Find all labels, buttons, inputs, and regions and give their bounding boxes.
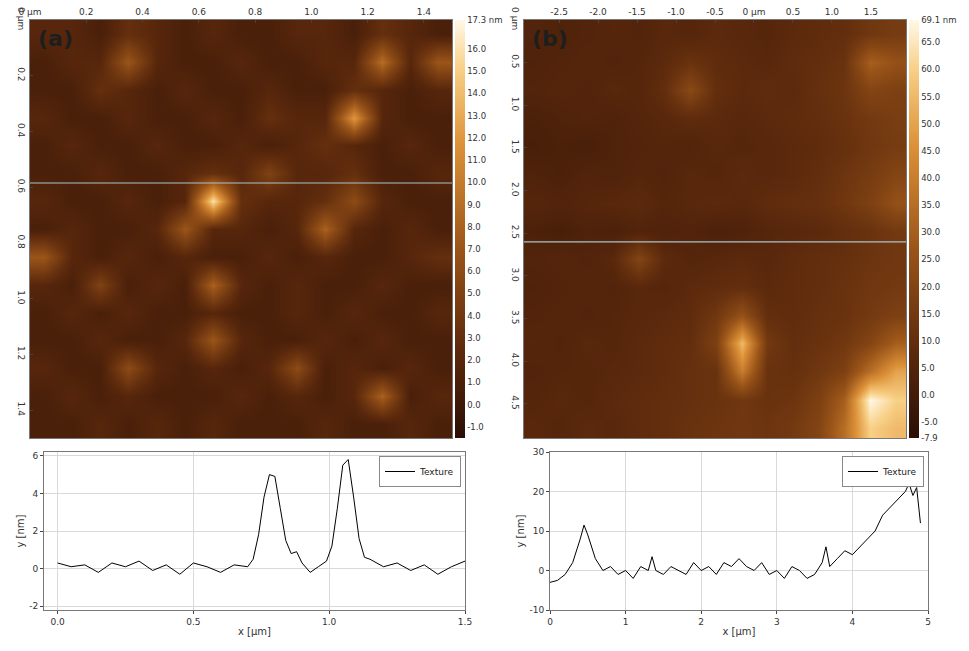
svg-text:4: 4 — [32, 489, 38, 499]
svg-text:17.3 nm: 17.3 nm — [467, 15, 502, 25]
svg-text:-2.5: -2.5 — [550, 7, 568, 17]
svg-text:0.8: 0.8 — [16, 234, 26, 249]
svg-text:0.8: 0.8 — [248, 7, 263, 17]
svg-text:20: 20 — [533, 487, 545, 497]
svg-text:5: 5 — [925, 617, 931, 627]
svg-text:35.0: 35.0 — [921, 200, 940, 210]
svg-text:0.6: 0.6 — [16, 179, 26, 194]
svg-text:4.0: 4.0 — [510, 353, 520, 368]
svg-text:15.0: 15.0 — [921, 309, 940, 319]
svg-text:3.0: 3.0 — [467, 333, 481, 343]
svg-text:9.0: 9.0 — [467, 200, 481, 210]
svg-text:4: 4 — [850, 617, 856, 627]
svg-text:1.0: 1.0 — [467, 377, 481, 387]
svg-text:1.0: 1.0 — [16, 290, 26, 305]
svg-text:3.5: 3.5 — [510, 310, 520, 324]
svg-text:-0.5: -0.5 — [706, 7, 724, 17]
svg-text:-1.0: -1.0 — [467, 422, 484, 432]
svg-text:50.0: 50.0 — [921, 119, 940, 129]
svg-text:60.0: 60.0 — [921, 64, 940, 74]
svg-text:3: 3 — [774, 617, 780, 627]
svg-text:1.0: 1.0 — [510, 97, 520, 112]
svg-text:1.4: 1.4 — [417, 7, 432, 17]
svg-text:2.5: 2.5 — [510, 225, 520, 239]
svg-text:2: 2 — [698, 617, 704, 627]
svg-text:69.1 nm: 69.1 nm — [921, 15, 956, 25]
svg-text:4.5: 4.5 — [510, 395, 520, 409]
svg-text:0 µm: 0 µm — [18, 7, 41, 17]
svg-text:5.0: 5.0 — [921, 363, 935, 373]
svg-text:0 µm: 0 µm — [742, 7, 765, 17]
svg-text:-7.9: -7.9 — [921, 433, 938, 443]
svg-text:0.4: 0.4 — [16, 123, 26, 138]
svg-text:0 µm: 0 µm — [510, 7, 520, 30]
svg-text:1: 1 — [623, 617, 629, 627]
svg-text:8.0: 8.0 — [467, 222, 481, 232]
svg-text:2: 2 — [32, 526, 38, 536]
svg-text:1.5: 1.5 — [458, 617, 472, 627]
svg-text:65.0: 65.0 — [921, 37, 940, 47]
svg-text:1.4: 1.4 — [16, 402, 26, 417]
svg-text:0: 0 — [547, 617, 553, 627]
svg-text:0: 0 — [538, 566, 544, 576]
svg-text:0.5: 0.5 — [510, 54, 520, 68]
svg-text:-5.0: -5.0 — [921, 417, 938, 427]
svg-text:10.0: 10.0 — [467, 177, 486, 187]
svg-text:45.0: 45.0 — [921, 146, 940, 156]
svg-text:y [nm]: y [nm] — [515, 514, 526, 547]
svg-text:x [µm]: x [µm] — [722, 626, 755, 637]
svg-text:(b): (b) — [532, 26, 568, 51]
svg-text:-10: -10 — [529, 605, 544, 615]
svg-text:15.0: 15.0 — [467, 66, 486, 76]
svg-text:14.0: 14.0 — [467, 88, 486, 98]
svg-text:40.0: 40.0 — [921, 173, 940, 183]
svg-text:-2.0: -2.0 — [589, 7, 607, 17]
svg-text:5.0: 5.0 — [467, 288, 481, 298]
svg-text:-1.5: -1.5 — [628, 7, 646, 17]
svg-text:0.0: 0.0 — [921, 390, 935, 400]
svg-text:0.5: 0.5 — [786, 7, 800, 17]
svg-text:6: 6 — [32, 451, 38, 461]
svg-text:-1.0: -1.0 — [667, 7, 685, 17]
svg-text:1.0: 1.0 — [322, 617, 337, 627]
svg-text:0.5: 0.5 — [186, 617, 200, 627]
svg-text:1.2: 1.2 — [360, 7, 374, 17]
svg-text:0 µm: 0 µm — [16, 7, 26, 30]
svg-text:0.4: 0.4 — [135, 7, 150, 17]
svg-text:10: 10 — [533, 526, 545, 536]
svg-text:1.5: 1.5 — [864, 7, 878, 17]
svg-text:12.0: 12.0 — [467, 133, 486, 143]
svg-text:4.0: 4.0 — [467, 311, 481, 321]
svg-text:Texture: Texture — [882, 467, 916, 477]
svg-text:55.0: 55.0 — [921, 92, 940, 102]
svg-text:-2: -2 — [29, 601, 38, 611]
svg-text:y [nm]: y [nm] — [15, 514, 26, 547]
svg-text:3.0: 3.0 — [510, 267, 520, 282]
svg-text:0.2: 0.2 — [79, 7, 93, 17]
svg-text:1.0: 1.0 — [304, 7, 319, 17]
svg-text:30: 30 — [533, 447, 545, 457]
svg-text:16.0: 16.0 — [467, 44, 486, 54]
svg-text:2.0: 2.0 — [467, 355, 481, 365]
svg-text:x [µm]: x [µm] — [238, 626, 271, 637]
svg-text:11.0: 11.0 — [467, 155, 486, 165]
svg-text:6.0: 6.0 — [467, 266, 481, 276]
svg-text:1.2: 1.2 — [16, 346, 26, 360]
svg-text:1.0: 1.0 — [825, 7, 840, 17]
svg-text:0.2: 0.2 — [16, 67, 26, 81]
svg-text:7.0: 7.0 — [467, 244, 481, 254]
svg-text:2.0: 2.0 — [510, 182, 520, 197]
svg-text:0.0: 0.0 — [467, 400, 481, 410]
svg-text:1.5: 1.5 — [510, 139, 520, 153]
svg-text:20.0: 20.0 — [921, 282, 940, 292]
svg-text:13.0: 13.0 — [467, 111, 486, 121]
svg-text:(a): (a) — [38, 26, 73, 51]
svg-text:10.0: 10.0 — [921, 336, 940, 346]
svg-text:0.0: 0.0 — [50, 617, 65, 627]
svg-text:Texture: Texture — [419, 467, 453, 477]
svg-text:0: 0 — [32, 564, 38, 574]
svg-text:0.6: 0.6 — [192, 7, 207, 17]
svg-text:30.0: 30.0 — [921, 227, 940, 237]
svg-text:25.0: 25.0 — [921, 254, 940, 264]
